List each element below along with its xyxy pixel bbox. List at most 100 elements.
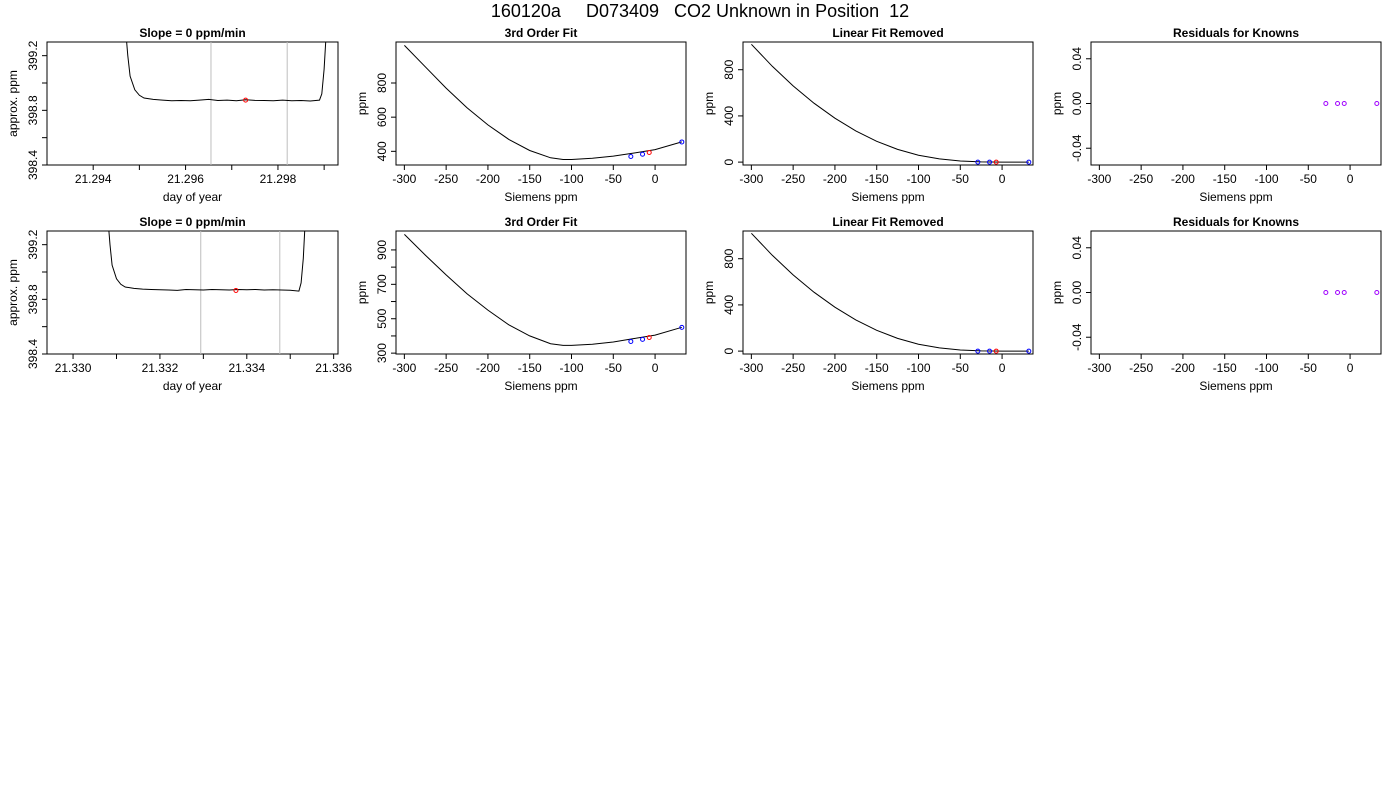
- x-tick-label: -100: [906, 361, 930, 375]
- x-tick-label: 0: [999, 361, 1006, 375]
- known-point: [1026, 159, 1032, 165]
- known-point: [628, 338, 634, 344]
- fit-curve: [404, 234, 682, 346]
- x-axis-label: day of year: [163, 379, 222, 393]
- x-tick-label: -100: [559, 361, 583, 375]
- chart-title: Residuals for Knowns: [1173, 215, 1299, 229]
- x-tick-label: -200: [1171, 361, 1195, 375]
- known-point: [640, 336, 646, 342]
- x-tick-label: -300: [392, 361, 416, 375]
- x-axis-label: Siemens ppm: [504, 379, 577, 393]
- y-tick-label: 600: [375, 107, 389, 127]
- unknown-point: [993, 159, 999, 165]
- known-point: [975, 348, 981, 354]
- y-tick-label: 900: [375, 240, 389, 260]
- chart-panel-3: Linear Fit Removed Siemens ppm ppm -300 -250…: [702, 26, 1034, 204]
- unknown-point: [233, 287, 239, 293]
- plot-frame: [1090, 230, 1382, 355]
- x-tick-label: -200: [823, 361, 847, 375]
- residual-point: [1341, 290, 1347, 295]
- y-tick-label: 700: [375, 274, 389, 294]
- known-point: [679, 139, 685, 145]
- x-tick-label: -200: [1171, 172, 1195, 186]
- unknown-point: [646, 334, 652, 340]
- y-tick-label: 398.4: [26, 150, 40, 180]
- unknown-point: [646, 150, 652, 156]
- y-axis-label: ppm: [1050, 92, 1064, 115]
- known-point: [1026, 348, 1032, 354]
- chart-panel-2: 3rd Order Fit Siemens ppm ppm -300 -250 -200 -…: [355, 26, 687, 204]
- known-point: [640, 151, 646, 157]
- plot-area: [108, 231, 306, 354]
- plot-area: [751, 232, 1032, 354]
- x-tick-label: -100: [906, 172, 930, 186]
- x-tick-label: -300: [392, 172, 416, 186]
- x-tick-label: -250: [781, 172, 805, 186]
- residual-point: [1335, 290, 1341, 295]
- residual-point: [1341, 101, 1347, 106]
- plot-area: [404, 45, 685, 160]
- x-axis-label: Siemens ppm: [1199, 190, 1272, 204]
- chart-title: 3rd Order Fit: [505, 26, 578, 40]
- x-tick-label: -50: [1300, 172, 1318, 186]
- plot-frame: [395, 41, 687, 166]
- fit-curve: [404, 45, 682, 160]
- y-tick-label: 800: [375, 73, 389, 93]
- y-tick-label: 500: [375, 308, 389, 328]
- x-tick-label: -100: [1254, 361, 1278, 375]
- x-tick-label: -300: [739, 172, 763, 186]
- fit-curve: [751, 232, 1029, 352]
- known-point: [987, 159, 993, 165]
- x-axis-label: Siemens ppm: [851, 190, 924, 204]
- x-axis-label: Siemens ppm: [504, 190, 577, 204]
- x-tick-label: -50: [952, 172, 970, 186]
- chart-panel-7: Linear Fit Removed Siemens ppm ppm -300 -250…: [702, 215, 1034, 393]
- chart-title: Slope = 0 ppm/min: [139, 26, 245, 40]
- plot-area: [404, 234, 685, 346]
- x-tick-label: -150: [518, 172, 542, 186]
- y-tick-label: 0.04: [1070, 236, 1084, 260]
- x-tick-label: -150: [1213, 361, 1237, 375]
- x-tick-label: 21.334: [228, 361, 265, 375]
- x-tick-label: 21.296: [167, 172, 204, 186]
- y-axis-label: ppm: [702, 281, 716, 304]
- y-tick-label: 0.04: [1070, 47, 1084, 71]
- plot-frame: [1090, 41, 1382, 166]
- x-tick-label: -50: [605, 361, 623, 375]
- x-tick-label: 21.336: [315, 361, 352, 375]
- x-tick-label: 0: [1347, 361, 1354, 375]
- y-tick-label: 399.2: [26, 229, 40, 259]
- chart-panel-5: Slope = 0 ppm/min day of year approx. ppm 2…: [6, 215, 352, 393]
- x-tick-label: -150: [518, 361, 542, 375]
- y-tick-label: 0.00: [1070, 280, 1084, 304]
- y-tick-label: 0: [722, 347, 736, 354]
- known-point: [975, 159, 981, 165]
- y-axis-label: ppm: [355, 281, 369, 304]
- y-axis-label: ppm: [702, 92, 716, 115]
- x-tick-label: -200: [823, 172, 847, 186]
- fit-curve: [751, 43, 1029, 163]
- chart-panel-6: 3rd Order Fit Siemens ppm ppm -300 -250 -200 -…: [355, 215, 687, 393]
- chart-title: Linear Fit Removed: [832, 215, 943, 229]
- x-tick-label: -200: [476, 172, 500, 186]
- x-tick-label: -250: [1129, 361, 1153, 375]
- y-tick-label: 398.8: [26, 284, 40, 314]
- unknown-point: [993, 348, 999, 354]
- plot-area: [1323, 101, 1380, 106]
- chart-title: Slope = 0 ppm/min: [139, 215, 245, 229]
- plot-frame: [46, 41, 339, 166]
- x-tick-label: 21.330: [55, 361, 92, 375]
- y-tick-label: 300: [375, 343, 389, 363]
- x-tick-label: 0: [999, 172, 1006, 186]
- series-line: [108, 231, 306, 292]
- chart-panel-8: Residuals for Knowns Siemens ppm ppm -300 -2…: [1050, 215, 1382, 393]
- x-tick-label: -150: [1213, 172, 1237, 186]
- y-tick-label: -0.04: [1070, 134, 1084, 162]
- x-axis-label: Siemens ppm: [851, 379, 924, 393]
- page-title: 160120a D073409 CO2 Unknown in Position …: [490, 1, 910, 21]
- x-axis-label: day of year: [163, 190, 222, 204]
- x-tick-label: -300: [739, 361, 763, 375]
- chart-panel-4: Residuals for Knowns Siemens ppm ppm -300 -2…: [1050, 26, 1382, 204]
- chart-title: 3rd Order Fit: [505, 215, 578, 229]
